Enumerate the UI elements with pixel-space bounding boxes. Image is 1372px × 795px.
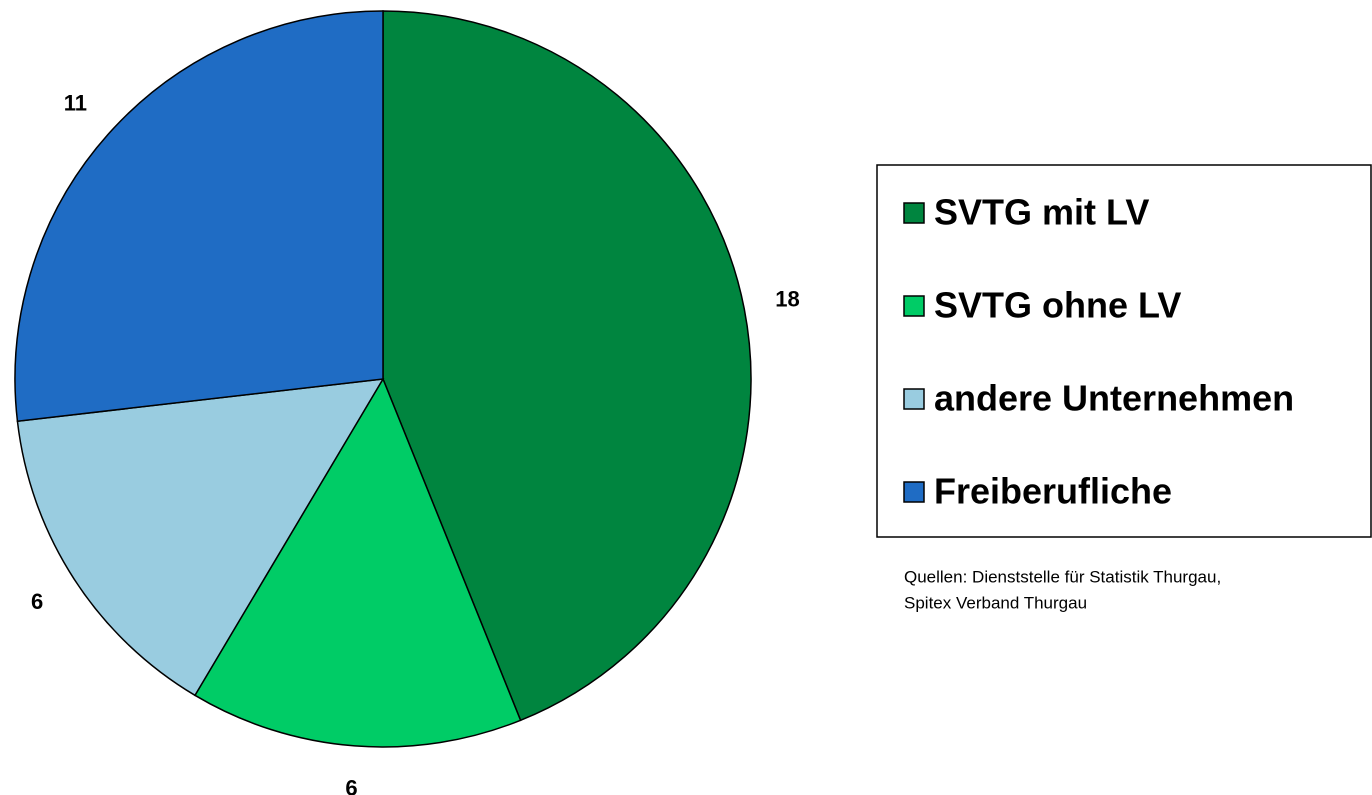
legend-swatch: [903, 202, 925, 224]
data-label: 6: [345, 776, 357, 795]
data-label: 11: [64, 91, 87, 116]
legend-swatch: [903, 481, 925, 503]
legend-label: Freiberufliche: [934, 471, 1172, 512]
pie-slice: [16, 378, 385, 697]
legend-label: SVTG ohne LV: [934, 285, 1181, 326]
legend-box: [876, 164, 1372, 538]
pie-slice: [382, 10, 752, 722]
source-note: Spitex Verband Thurgau: [904, 593, 1087, 612]
legend-label: andere Unternehmen: [934, 378, 1294, 419]
legend-label: SVTG mit LV: [934, 192, 1149, 233]
data-label: 18: [775, 286, 799, 311]
legend-swatch: [903, 388, 925, 410]
pie-slice: [193, 377, 522, 748]
legend-swatch: [903, 295, 925, 317]
source-note: Quellen: Dienststelle für Statistik Thur…: [904, 567, 1221, 586]
pie-slice: [14, 10, 384, 423]
data-label: 6: [31, 589, 43, 614]
